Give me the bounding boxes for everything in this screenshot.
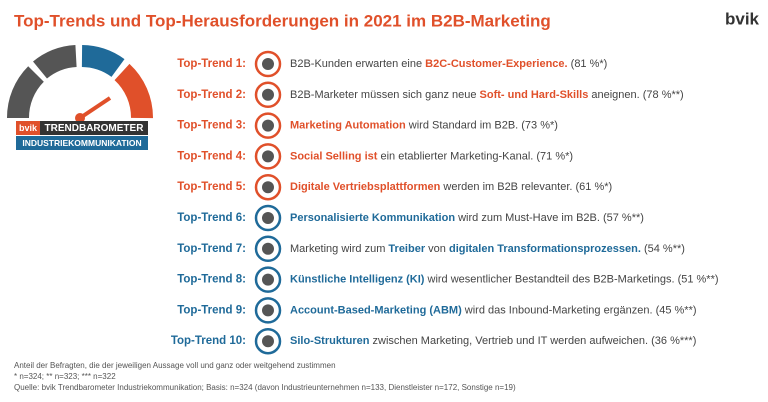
text-run: wird das Inbound-Marketing ergänzen. (45…	[462, 304, 697, 316]
highlight: Personalisierte Kommunikation	[290, 212, 455, 224]
text-run: wird zum Must-Have im B2B. (57 %**)	[455, 212, 644, 224]
trend-label: Top-Trend 3:	[177, 120, 246, 132]
trend-icon-inner	[262, 119, 274, 132]
trend-icon-inner	[262, 181, 274, 194]
trend-label: Top-Trend 8:	[177, 274, 246, 286]
trend-icon-inner	[262, 242, 274, 255]
trend-text: Marketing Automation wird Standard im B2…	[290, 120, 558, 132]
highlight: Social Selling ist	[290, 150, 378, 162]
trend-text: B2B-Marketer müssen sich ganz neue Soft-…	[290, 89, 684, 101]
text-run: aneignen. (78 %**)	[588, 89, 683, 101]
text-run: von	[425, 243, 449, 255]
trend-icon-inner	[262, 335, 274, 348]
title: Top-Trends und Top-Herausforderungen in …	[14, 11, 551, 30]
trend-text: Künstliche Intelligenz (KI) wird wesentl…	[290, 274, 719, 286]
trend-label: Top-Trend 7:	[177, 243, 246, 255]
trend-label: Top-Trend 6:	[177, 212, 246, 224]
highlight: B2C-Customer-Experience.	[425, 58, 567, 70]
trend-text: Digitale Vertriebsplattformen werden im …	[290, 181, 612, 193]
trend-label: Top-Trend 4:	[177, 150, 246, 162]
footnotes: Anteil der Befragten, die der jeweiligen…	[14, 361, 516, 392]
logo-brand: bvik	[19, 123, 38, 133]
trend-text: Account-Based-Marketing (ABM) wird das I…	[290, 304, 697, 316]
text-run: (54 %**)	[641, 243, 685, 255]
footnote: Quelle: bvik Trendbarometer Industriekom…	[14, 383, 516, 392]
trend-icon-inner	[262, 150, 274, 163]
text-run: (81 %*)	[568, 58, 608, 70]
text-run: werden im B2B relevanter. (61 %*)	[440, 181, 612, 193]
text-run: wird wesentlicher Bestandteil des B2B-Ma…	[424, 274, 718, 286]
text-run: ein etablierter Marketing-Kanal. (71 %*)	[377, 150, 573, 162]
trend-label: Top-Trend 9:	[177, 304, 246, 316]
footnote: Anteil der Befragten, die der jeweiligen…	[14, 361, 336, 370]
text-run: B2B-Marketer müssen sich ganz neue	[290, 89, 480, 101]
trend-text: Marketing wird zum Treiber von digitalen…	[290, 243, 685, 255]
highlight: Soft- und Hard-Skills	[480, 89, 589, 101]
trend-text: Social Selling ist ein etablierter Marke…	[290, 150, 573, 162]
highlight: Treiber	[388, 243, 425, 255]
text-run: B2B-Kunden erwarten eine	[290, 58, 425, 70]
trend-text: Personalisierte Kommunikation wird zum M…	[290, 212, 644, 224]
text-run: zwischen Marketing, Vertrieb und IT werd…	[369, 335, 696, 347]
highlight: Digitale Vertriebsplattformen	[290, 181, 441, 193]
trend-list: Top-Trend 1: B2B-Kunden erwarten eine B2C…	[171, 50, 719, 355]
text-run: Marketing wird zum	[290, 243, 388, 255]
footnote: * n=324; ** n=323; *** n=322	[14, 372, 116, 381]
trend-label: Top-Trend 10:	[171, 335, 246, 347]
highlight: Marketing Automation	[290, 120, 406, 132]
logo-name: TRENDBAROMETER	[45, 123, 145, 134]
trend-icon-inner	[262, 273, 274, 286]
logo-subtitle: INDUSTRIEKOMMUNIKATION	[22, 138, 141, 148]
highlight: digitalen Transformationsprozessen.	[449, 243, 641, 255]
trend-label: Top-Trend 2:	[177, 89, 246, 101]
brand: bvik	[725, 9, 760, 28]
trend-icon-inner	[262, 88, 274, 101]
highlight: Account-Based-Marketing (ABM)	[290, 304, 462, 316]
trend-text: B2B-Kunden erwarten eine B2C-Customer-Ex…	[290, 58, 607, 70]
trend-label: Top-Trend 1:	[177, 58, 246, 70]
highlight: Silo-Strukturen	[290, 335, 370, 347]
text-run: wird Standard im B2B. (73 %*)	[406, 120, 558, 132]
trend-icon-inner	[262, 212, 274, 224]
highlight: Künstliche Intelligenz (KI)	[290, 274, 425, 286]
trend-icon-inner	[262, 304, 274, 317]
trend-icon-inner	[262, 58, 274, 70]
trend-label: Top-Trend 5:	[177, 181, 246, 193]
trend-text: Silo-Strukturen zwischen Marketing, Vert…	[290, 335, 696, 347]
gauge	[6, 45, 154, 123]
